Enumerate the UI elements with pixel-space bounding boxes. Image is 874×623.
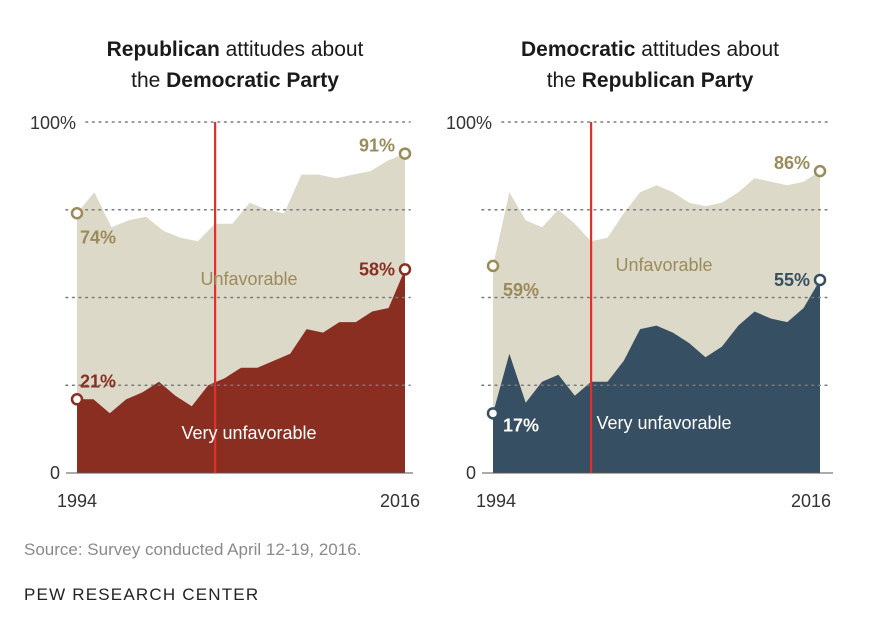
- left-very-end-label: 58%: [359, 259, 395, 279]
- right-very-unfavorable-label: Very unfavorable: [596, 413, 731, 433]
- right-very-end-label: 55%: [774, 270, 810, 290]
- left-unfavorable-start-label: 74%: [80, 227, 116, 247]
- left-unfavorable-end-label: 91%: [359, 136, 395, 156]
- right-very-end-point: [813, 273, 827, 287]
- brand-name: PEW RESEARCH CENTER: [24, 585, 260, 604]
- right-ytick-label: 100%: [446, 113, 492, 133]
- right-very-start-point: [486, 407, 500, 420]
- right-xtick-label: 1994: [476, 491, 516, 511]
- right-chart-title: Democratic attitudes about the Republica…: [470, 34, 830, 96]
- right-ytick-label: 0: [466, 463, 476, 483]
- left-very-unfavorable-label: Very unfavorable: [181, 423, 316, 443]
- left-title-line-1: Republican attitudes about: [106, 38, 364, 61]
- right-unfavorable-start-label: 59%: [503, 280, 539, 300]
- right-very-unfavorable-area: [493, 279, 820, 473]
- left-title-line-2: the Democratic Party: [131, 69, 339, 92]
- left-very-start-label: 21%: [80, 371, 116, 391]
- left-very-end-point: [398, 263, 412, 276]
- left-unfavorable-end-point: [398, 147, 412, 160]
- left-unfavorable-label: Unfavorable: [200, 269, 297, 289]
- left-unfavorable-start-point: [70, 207, 84, 220]
- left-very-unfavorable-area: [77, 269, 405, 473]
- left-xtick-label: 1994: [57, 491, 97, 511]
- right-unfavorable-start-point: [486, 259, 500, 273]
- left-ytick-label: 0: [50, 463, 60, 483]
- right-xtick-label: 2016: [791, 491, 831, 511]
- left-very-start-point: [70, 393, 84, 406]
- source-note: Source: Survey conducted April 12-19, 20…: [24, 540, 362, 559]
- right-unfavorable-end-label: 86%: [774, 153, 810, 173]
- right-very-start-label: 17%: [503, 415, 539, 435]
- left-ytick-label: 100%: [30, 113, 76, 133]
- right-unfavorable-end-point: [813, 164, 827, 178]
- left-xtick-label: 2016: [380, 491, 420, 511]
- right-title-line-1: Democratic attitudes about: [521, 38, 779, 61]
- left-chart-title: Republican attitudes about the Democrati…: [55, 34, 415, 96]
- right-unfavorable-label: Unfavorable: [615, 255, 712, 275]
- right-title-line-2: the Republican Party: [546, 69, 754, 92]
